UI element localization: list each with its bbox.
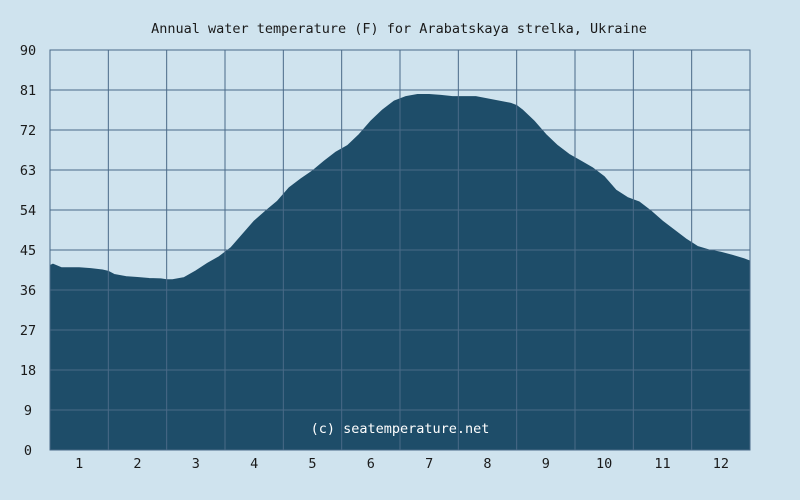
y-axis-ticks: 0 9 18 27 36 45 54 63 72 81 90 <box>20 43 36 459</box>
x-tick-label: 11 <box>654 456 670 472</box>
x-tick-label: 8 <box>483 456 491 472</box>
x-tick-label: 1 <box>75 456 83 472</box>
y-tick-label: 54 <box>20 203 36 219</box>
y-tick-label: 9 <box>24 403 32 419</box>
y-tick-label: 27 <box>20 323 36 339</box>
x-tick-label: 4 <box>250 456 258 472</box>
y-tick-label: 90 <box>20 43 36 59</box>
x-tick-label: 5 <box>308 456 316 472</box>
x-tick-label: 7 <box>425 456 433 472</box>
x-tick-label: 3 <box>192 456 200 472</box>
y-tick-label: 45 <box>20 243 36 259</box>
plot-border <box>49 49 751 451</box>
x-tick-label: 10 <box>596 456 612 472</box>
y-tick-label: 81 <box>20 83 36 99</box>
x-axis-ticks: 1 2 3 4 5 6 7 8 9 10 11 12 <box>75 456 729 472</box>
x-tick-label: 12 <box>713 456 729 472</box>
y-tick-label: 72 <box>20 123 36 139</box>
grid-layer <box>50 49 750 451</box>
y-tick-label: 63 <box>20 163 36 179</box>
x-tick-label: 9 <box>542 456 550 472</box>
y-tick-label: 18 <box>20 363 36 379</box>
chart-title: Annual water temperature (F) for Arabats… <box>151 21 647 37</box>
x-tick-label: 2 <box>133 456 141 472</box>
y-tick-label: 0 <box>24 443 32 459</box>
y-tick-label: 36 <box>20 283 36 299</box>
x-tick-label: 6 <box>367 456 375 472</box>
watermark-text: (c) seatemperature.net <box>311 421 490 437</box>
